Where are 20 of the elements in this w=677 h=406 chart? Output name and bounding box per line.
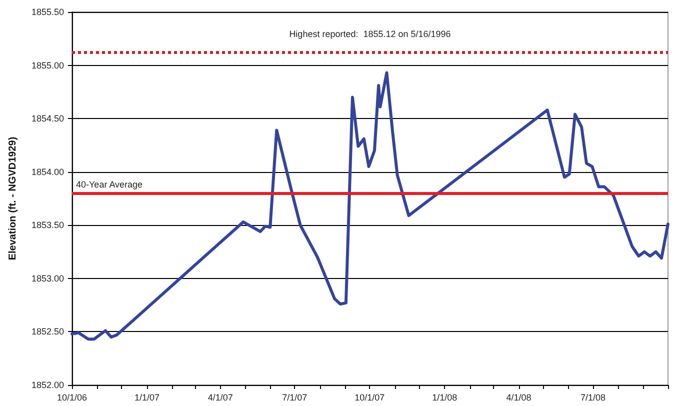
x-tick-label: 4/1/08 bbox=[506, 392, 532, 402]
x-tick-label: 10/1/07 bbox=[354, 392, 385, 402]
y-tick-label: 1852.00 bbox=[31, 380, 64, 390]
y-tick-label: 1852.50 bbox=[31, 326, 64, 337]
x-tick-label: 4/1/07 bbox=[208, 392, 233, 402]
y-tick-label: 1854.00 bbox=[31, 166, 64, 177]
y-tick-label: 1853.50 bbox=[31, 220, 64, 230]
y-tick-label: 1855.50 bbox=[31, 7, 64, 17]
x-tick-label: 7/1/08 bbox=[580, 392, 606, 402]
y-tick-label: 1853.00 bbox=[31, 273, 64, 284]
y-tick-label: 1855.00 bbox=[31, 60, 64, 70]
x-tick-label: 1/1/07 bbox=[134, 392, 160, 402]
ref-line-label: 40-Year Average bbox=[76, 180, 143, 190]
y-axis-title: Elevation (ft. - NGVD1929) bbox=[8, 136, 18, 260]
ref-line-label: Highest reported: 1855.12 on 5/16/1996 bbox=[289, 28, 451, 39]
y-tick-label: 1854.50 bbox=[31, 114, 64, 124]
line-series bbox=[70, 71, 670, 341]
x-tick-label: 7/1/07 bbox=[282, 392, 308, 402]
x-tick-label: 1/1/08 bbox=[432, 392, 458, 402]
x-tick-label: 10/1/06 bbox=[56, 392, 88, 402]
